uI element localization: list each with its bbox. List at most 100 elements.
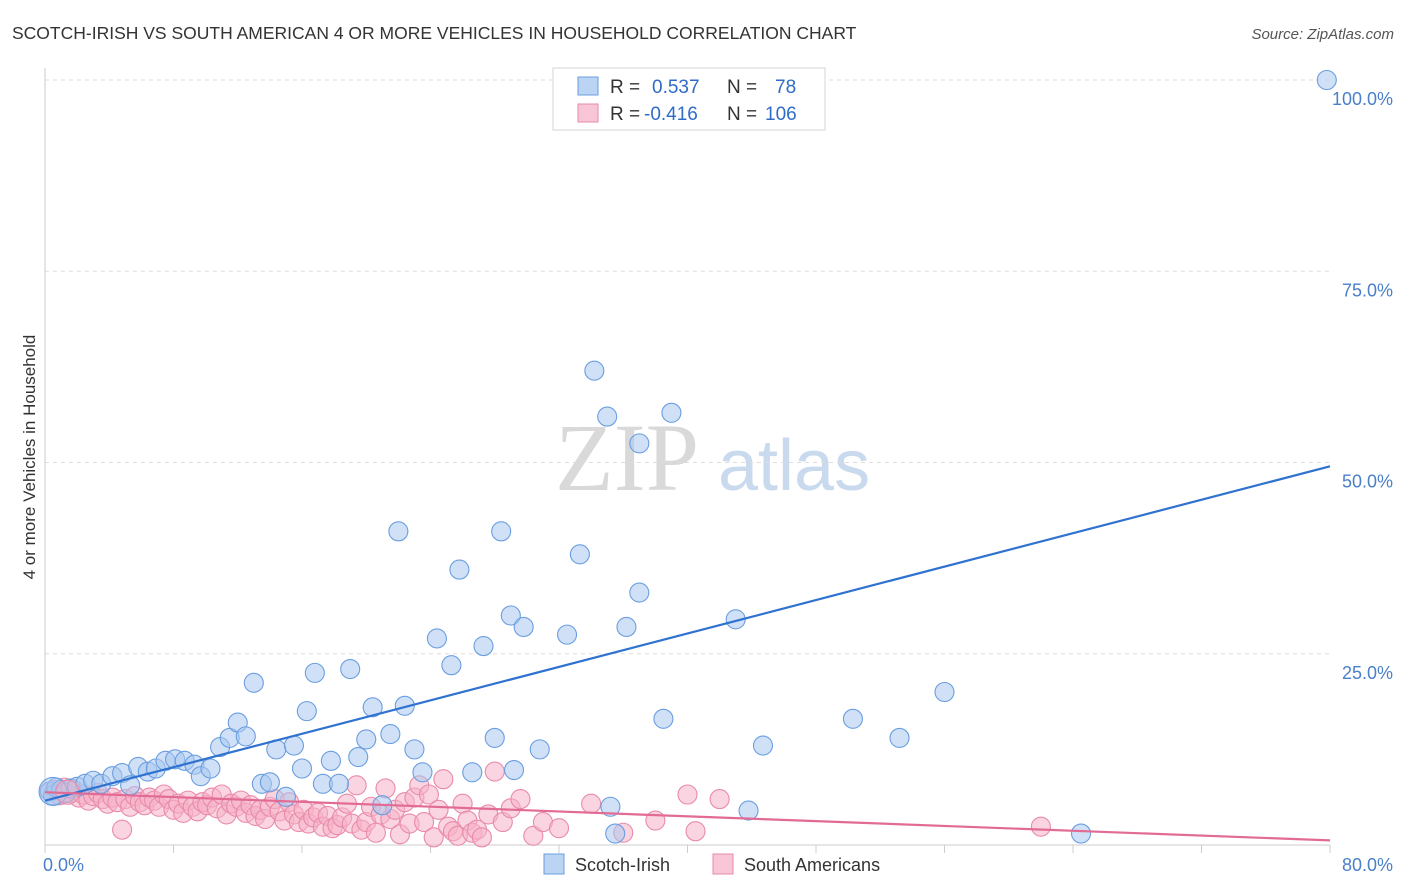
y-tick-label-0: 25.0% (1342, 663, 1393, 683)
legend-r-label-1: R = (610, 77, 640, 98)
scotch-irish-point-34 (304, 662, 325, 683)
legend-swatch-south-americans (577, 103, 599, 123)
scotch-irish-point-71 (738, 800, 759, 821)
scotch-irish-point-66 (629, 582, 650, 603)
south-americans-point-79 (418, 784, 439, 805)
scotch-irish-point-60 (569, 544, 590, 565)
y-tick-label-1: 50.0% (1342, 472, 1393, 492)
grid-lines (45, 79, 1330, 655)
scotch-irish-point-30 (275, 786, 296, 807)
bottom-legend-swatch-south-americans (712, 853, 734, 875)
south-americans-point-68 (365, 822, 386, 843)
south-americans-point-80 (423, 827, 444, 848)
scotch-irish-point-38 (340, 658, 361, 680)
scotch-irish-point-77 (1316, 69, 1337, 91)
y-tick-label-2: 75.0% (1342, 280, 1393, 300)
scotch-irish-point-32 (291, 758, 313, 779)
scotch-irish-point-74 (889, 727, 910, 748)
scotch-irish-point-49 (441, 655, 462, 676)
scotch-irish-point-75 (934, 681, 955, 703)
scotch-irish-point-48 (426, 628, 447, 649)
south-americans-point-92 (484, 761, 505, 782)
legend-n-value-1: 78 (775, 77, 796, 98)
scotch-irish-point-43 (380, 724, 401, 745)
south-americans-point-15 (112, 819, 133, 840)
scotch-irish-point-65 (616, 616, 637, 638)
scotch-irish-point-63 (600, 796, 621, 817)
scotch-irish-point-26 (243, 672, 264, 693)
scotch-irish-point-31 (283, 735, 305, 756)
south-americans-trend-line (44, 791, 1331, 842)
scotch-irish-point-64 (605, 823, 626, 844)
south-americans-point-99 (581, 793, 602, 814)
south-americans-point-103 (709, 789, 730, 810)
scotch-irish-point-54 (491, 521, 512, 542)
scotch-irish-point-36 (320, 750, 341, 771)
legend-r-value-2: -0.416 (644, 104, 698, 125)
x-tick-label-1: 80.0% (1342, 855, 1393, 875)
south-americans-point-82 (433, 769, 454, 790)
bottom-legend-swatch-scotch-irish (543, 853, 565, 875)
scotch-irish-point-28 (259, 772, 280, 793)
chart-title: SCOTCH-IRISH VS SOUTH AMERICAN 4 OR MORE… (12, 23, 857, 43)
south-americans-point-102 (677, 784, 698, 805)
south-americans-point-95 (510, 789, 531, 810)
legend-swatch-scotch-irish (577, 76, 599, 96)
scotch-irish-point-55 (500, 605, 521, 626)
scotch-irish-point-53 (484, 727, 505, 748)
scotch-irish-point-61 (584, 360, 605, 381)
scotch-irish-point-37 (328, 773, 349, 794)
scotch-irish-point-45 (394, 695, 415, 716)
legend-r-value-1: 0.537 (652, 77, 700, 98)
scotch-irish-point-46 (404, 739, 425, 760)
scotch-irish-point-76 (1070, 823, 1092, 844)
scotch-irish-point-47 (412, 762, 433, 783)
x-tick-label-0: 0.0% (43, 855, 84, 875)
south-americans-point-70 (375, 778, 396, 799)
scotch-irish-point-62 (597, 406, 618, 427)
south-americans-point-98 (548, 818, 570, 839)
source-label: Source: ZipAtlas.com (1251, 26, 1394, 43)
legend-n-label-1: N = (727, 77, 757, 98)
south-americans-point-96 (523, 825, 544, 846)
bottom-legend-label-south-americans: South Americans (744, 855, 880, 875)
scotch-irish-point-51 (462, 762, 483, 783)
scotch-irish-point-39 (348, 746, 369, 768)
south-americans-point-104 (1030, 816, 1051, 837)
scotch-irish-point-58 (529, 739, 550, 760)
scotch-irish-point-72 (752, 735, 774, 756)
legend-n-value-2: 106 (765, 104, 797, 125)
y-tick-label-3: 100.0% (1332, 89, 1393, 109)
scotch-irish-point-41 (362, 697, 383, 718)
bottom-legend: Scotch-Irish South Americans (543, 853, 880, 875)
scotch-irish-point-50 (449, 559, 470, 580)
scotch-irish-point-25 (235, 726, 256, 747)
scotch-irish-point-67 (629, 433, 650, 454)
scotch-irish-point-73 (842, 708, 863, 729)
legend-n-label-2: N = (727, 104, 757, 125)
y-axis-label: 4 or more Vehicles in Household (20, 335, 39, 580)
axes: 25.0% 50.0% 75.0% 100.0% 0.0% 80.0% (43, 68, 1393, 875)
scotch-irish-trend-line (44, 465, 1331, 802)
scotch-irish-point-68 (653, 708, 674, 729)
scotch-irish-point-40 (356, 729, 377, 750)
scotch-irish-point-56 (503, 759, 525, 781)
south-americans-point-86 (452, 793, 473, 814)
scotch-irish-point-69 (661, 402, 682, 423)
watermark-atlas: atlas (718, 426, 870, 506)
bottom-legend-label-scotch-irish: Scotch-Irish (575, 855, 670, 875)
south-americans-point-90 (471, 827, 492, 848)
scotch-irish-point-44 (388, 521, 409, 542)
south-americans-point-81 (428, 799, 449, 820)
south-americans-point-78 (414, 811, 435, 833)
trend-lines (44, 465, 1331, 842)
legend-box: R = 0.537 N = 78 R = -0.416 N = 106 (552, 67, 826, 131)
scotch-irish-point-52 (473, 636, 494, 657)
south-americans-point-105 (685, 821, 706, 842)
scotch-irish-point-33 (296, 701, 317, 722)
scotch-irish-point-21 (200, 758, 221, 779)
south-americans-point-64 (346, 775, 367, 796)
scotch-irish-point-59 (556, 624, 578, 645)
